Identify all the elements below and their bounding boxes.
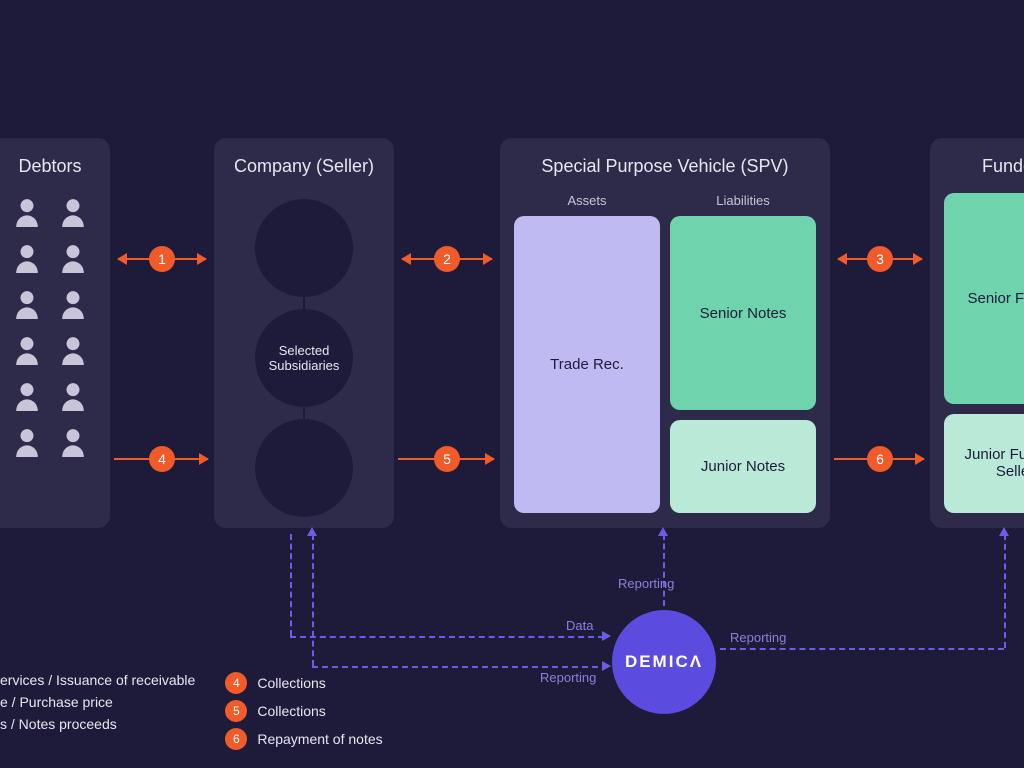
legend-row: s / Notes proceeds: [0, 716, 195, 732]
company-circle-bot: [255, 419, 353, 517]
debtors-panel: Debtors: [0, 138, 110, 528]
company-title: Company (Seller): [228, 156, 380, 177]
legend-text: Collections: [257, 675, 325, 691]
legend-text: Repayment of notes: [257, 731, 382, 747]
person-icon: [60, 335, 86, 365]
debtors-title: Debtors: [4, 156, 96, 177]
legend-row: e / Purchase price: [0, 694, 195, 710]
legend-row: 5 Collections: [225, 700, 382, 722]
demica-logo: DEMICΛ: [612, 610, 716, 714]
dash-label-data: Data: [566, 618, 593, 633]
dash-reporting-up: [312, 534, 314, 666]
legend-row: ervices / Issuance of receivable: [0, 672, 195, 688]
dash-demica-right: [720, 648, 1004, 650]
dash-label-reporting-left: Reporting: [540, 670, 596, 685]
dash-company-down: [290, 534, 292, 636]
arrow-badge-5: 5: [434, 446, 460, 472]
arrow-badge-4: 4: [149, 446, 175, 472]
legend-text: e / Purchase price: [0, 694, 113, 710]
legend-text: Collections: [257, 703, 325, 719]
person-icon: [60, 427, 86, 457]
person-icon: [60, 197, 86, 227]
junior-funder-block: Junior Funder / Seller: [944, 414, 1024, 513]
arrow-badge-3: 3: [867, 246, 893, 272]
junior-notes-block: Junior Notes: [670, 420, 816, 513]
arrow-badge-2: 2: [434, 246, 460, 272]
person-icon: [14, 197, 40, 227]
dash-company-right: [290, 636, 604, 638]
legend-text: s / Notes proceeds: [0, 716, 117, 732]
spv-liabilities-col: Liabilities Senior Notes Junior Notes: [670, 193, 816, 513]
dash-spv-up: [663, 534, 665, 606]
debtors-grid: [4, 193, 96, 461]
spv-title: Special Purpose Vehicle (SPV): [514, 156, 816, 177]
person-icon: [14, 381, 40, 411]
spv-panel: Special Purpose Vehicle (SPV) Assets Tra…: [500, 138, 830, 528]
legend-badge: 6: [225, 728, 247, 750]
legend-col-2: 4 Collections 5 Collections 6 Repayment of …: [225, 672, 382, 750]
legend-badge: 5: [225, 700, 247, 722]
dash-arrow-up-company: [307, 527, 317, 536]
trade-rec-block: Trade Rec.: [514, 216, 660, 513]
liabilities-label: Liabilities: [670, 193, 816, 208]
assets-label: Assets: [514, 193, 660, 208]
circle-connector: [303, 407, 305, 419]
dash-arrow-up-spv: [658, 527, 668, 536]
legend-row: 6 Repayment of notes: [225, 728, 382, 750]
dash-label-reporting-spv: Reporting: [618, 576, 674, 591]
person-icon: [60, 381, 86, 411]
company-panel: Company (Seller) Selected Subsidiaries: [214, 138, 394, 528]
arrow-badge-1: 1: [149, 246, 175, 272]
arrow-badge-6: 6: [867, 446, 893, 472]
legend-row: 4 Collections: [225, 672, 382, 694]
person-icon: [14, 289, 40, 319]
company-circle-mid: Selected Subsidiaries: [255, 309, 353, 407]
funders-title: Funders: [944, 156, 1024, 177]
circle-connector: [303, 297, 305, 309]
legend-text: ervices / Issuance of receivable: [0, 672, 195, 688]
dash-arrow-reporting-left: [602, 661, 611, 671]
dash-funders-up: [1004, 534, 1006, 648]
dash-demica-left: [312, 666, 608, 668]
person-icon: [60, 289, 86, 319]
dash-arrow-up-funders: [999, 527, 1009, 536]
person-icon: [14, 427, 40, 457]
senior-funder-block: Senior Funder: [944, 193, 1024, 404]
dash-label-reporting-right: Reporting: [730, 630, 786, 645]
spv-assets-col: Assets Trade Rec.: [514, 193, 660, 513]
legend-badge: 4: [225, 672, 247, 694]
senior-notes-block: Senior Notes: [670, 216, 816, 410]
company-circles: Selected Subsidiaries: [228, 193, 380, 517]
person-icon: [14, 335, 40, 365]
legend: ervices / Issuance of receivable e / Pur…: [0, 672, 383, 750]
person-icon: [14, 243, 40, 273]
person-icon: [60, 243, 86, 273]
funders-panel: Funders Senior Funder Junior Funder / Se…: [930, 138, 1024, 528]
dash-arrow-data: [602, 631, 611, 641]
legend-col-1: ervices / Issuance of receivable e / Pur…: [0, 672, 195, 750]
company-circle-top: [255, 199, 353, 297]
